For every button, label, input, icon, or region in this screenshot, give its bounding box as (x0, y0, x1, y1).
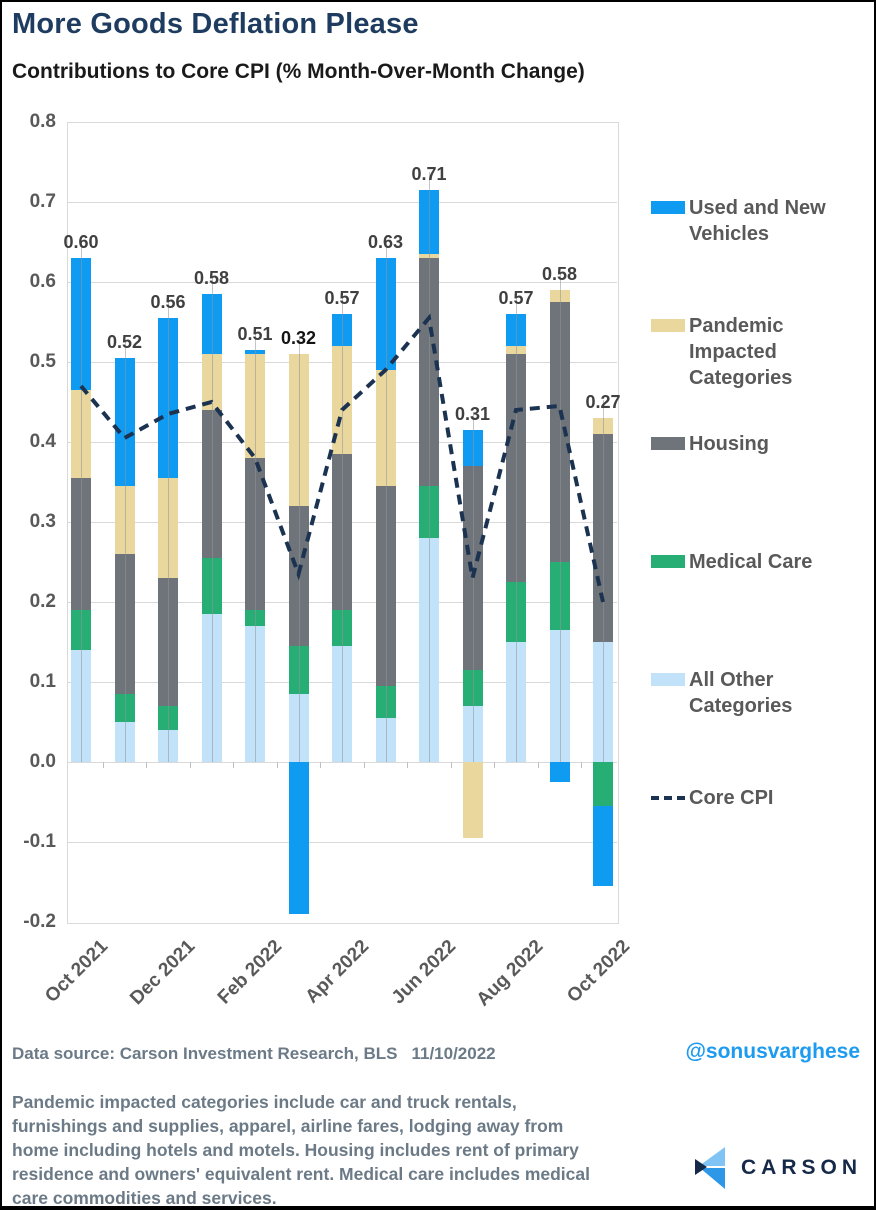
plot-area-border (67, 122, 619, 924)
legend-label: Housing (689, 433, 769, 455)
x-axis-tick (320, 762, 322, 768)
y-axis-tick-label: -0.1 (23, 831, 56, 852)
all-other-swatch-icon (651, 673, 685, 686)
x-axis-tick (233, 762, 235, 768)
data-source-line: Data source: Carson Investment Research,… (12, 1044, 496, 1064)
legend-item-medical-care: Medical Care (651, 549, 871, 575)
y-axis-tick-label: 0.3 (29, 511, 56, 532)
x-axis-label: Dec 2021 (125, 936, 199, 1010)
core-cpi-dash-icon (651, 796, 685, 800)
bar-segment-used-and-new-vehicles (288, 762, 309, 914)
bar-leader-line (516, 296, 517, 762)
bar-leader-line (603, 400, 604, 762)
y-axis-tick-label: 0.0 (29, 751, 56, 772)
page-title: More Goods Deflation Please (12, 8, 419, 40)
x-axis-tick (276, 762, 278, 768)
x-axis-label: Aug 2022 (472, 936, 547, 1011)
bar-leader-line (472, 412, 474, 762)
x-axis-label: Oct 2021 (40, 936, 112, 1007)
x-axis-tick (537, 762, 539, 768)
y-axis-tick-label: 0.6 (29, 271, 56, 292)
bar-data-label: 0.31 (454, 404, 491, 424)
bar-leader-line (124, 340, 126, 762)
bar-data-label: 0.57 (324, 288, 360, 308)
bar-data-label: 0.51 (237, 324, 273, 344)
methodology-note: Pandemic impacted categories include car… (12, 1092, 590, 1208)
legend-label: Used and New Vehicles (689, 197, 826, 245)
bar-leader-line (429, 172, 430, 762)
vehicles-swatch-icon (651, 201, 685, 214)
gridline (67, 282, 617, 283)
bar-leader-line (255, 332, 256, 762)
social-handle[interactable]: @sonusvarghese (685, 1040, 860, 1063)
x-axis-tick (102, 762, 104, 768)
legend-item-core-cpi: Core CPI (651, 785, 871, 811)
bar-segment-used-and-new-vehicles (549, 762, 570, 782)
x-axis-label: Jun 2022 (387, 936, 460, 1009)
bar-leader-line (81, 240, 82, 762)
bar-segment-pandemic-impacted-categories (462, 762, 483, 838)
pandemic-swatch-icon (651, 319, 685, 332)
chart-subtitle: Contributions to Core CPI (% Month-Over-… (12, 60, 585, 83)
x-axis-label: Oct 2022 (562, 936, 634, 1007)
bar-leader-line (342, 296, 343, 762)
bar-segment-used-and-new-vehicles (593, 806, 613, 886)
bar-data-label: 0.63 (367, 232, 404, 252)
x-axis-label: Feb 2022 (213, 936, 286, 1009)
bar-data-label: 0.52 (106, 332, 143, 352)
legend-label: All Other Categories (689, 669, 793, 717)
bar-data-label: 0.57 (498, 288, 534, 308)
bar-data-label: 0.71 (411, 164, 447, 184)
y-axis-tick-label: 0.5 (29, 351, 56, 372)
bar-data-label: 0.32 (280, 328, 317, 348)
bar-leader-line (559, 272, 561, 762)
bar-data-label: 0.58 (541, 264, 578, 284)
carson-logo: CARSON (695, 1147, 862, 1189)
housing-swatch-icon (651, 437, 685, 450)
gridline (67, 202, 617, 203)
carson-logo-text: CARSON (741, 1156, 863, 1179)
carson-logo-mark-icon (695, 1147, 725, 1189)
y-axis-tick-label: 0.8 (29, 111, 56, 132)
x-axis-label: Apr 2022 (301, 936, 373, 1008)
bar-leader-line (298, 336, 300, 762)
bar-leader-line (385, 240, 387, 762)
medical-swatch-icon (651, 555, 685, 568)
legend-item-all-other-categories: All Other Categories (651, 667, 871, 719)
legend-label: Pandemic Impacted Categories (689, 315, 793, 389)
legend-label: Medical Care (689, 551, 813, 573)
gridline (67, 762, 617, 763)
x-axis-tick (450, 762, 452, 768)
gridline (67, 842, 617, 843)
bar-data-label: 0.56 (150, 292, 186, 312)
bar-leader-line (211, 276, 213, 762)
y-axis-tick-label: 0.7 (29, 191, 56, 212)
bar-leader-line (168, 300, 169, 762)
legend-item-used-new-vehicles: Used and New Vehicles (651, 195, 871, 247)
bar-data-label: 0.58 (193, 268, 230, 288)
y-axis-tick-label: 0.1 (29, 671, 56, 692)
legend-item-pandemic-categories: Pandemic Impacted Categories (651, 313, 871, 391)
bar-data-label: 0.60 (63, 232, 99, 252)
data-source-date: 11/10/2022 (411, 1044, 496, 1063)
x-axis-tick (407, 762, 409, 768)
bar-data-label: 0.27 (585, 392, 621, 412)
y-axis-tick-label: -0.2 (23, 911, 56, 932)
x-axis-tick (581, 762, 583, 768)
x-axis-tick (494, 762, 496, 768)
legend-label: Core CPI (689, 787, 774, 809)
chart-legend: Used and New Vehicles Pandemic Impacted … (651, 2, 874, 902)
bar-segment-medical-care (593, 762, 613, 806)
data-source-text: Data source: Carson Investment Research,… (12, 1044, 398, 1063)
y-axis-tick-label: 0.2 (29, 591, 56, 612)
legend-item-housing: Housing (651, 431, 871, 457)
x-axis-tick (189, 762, 191, 768)
x-axis-tick (363, 762, 365, 768)
y-axis-tick-label: 0.4 (29, 431, 56, 452)
x-axis-tick (146, 762, 148, 768)
